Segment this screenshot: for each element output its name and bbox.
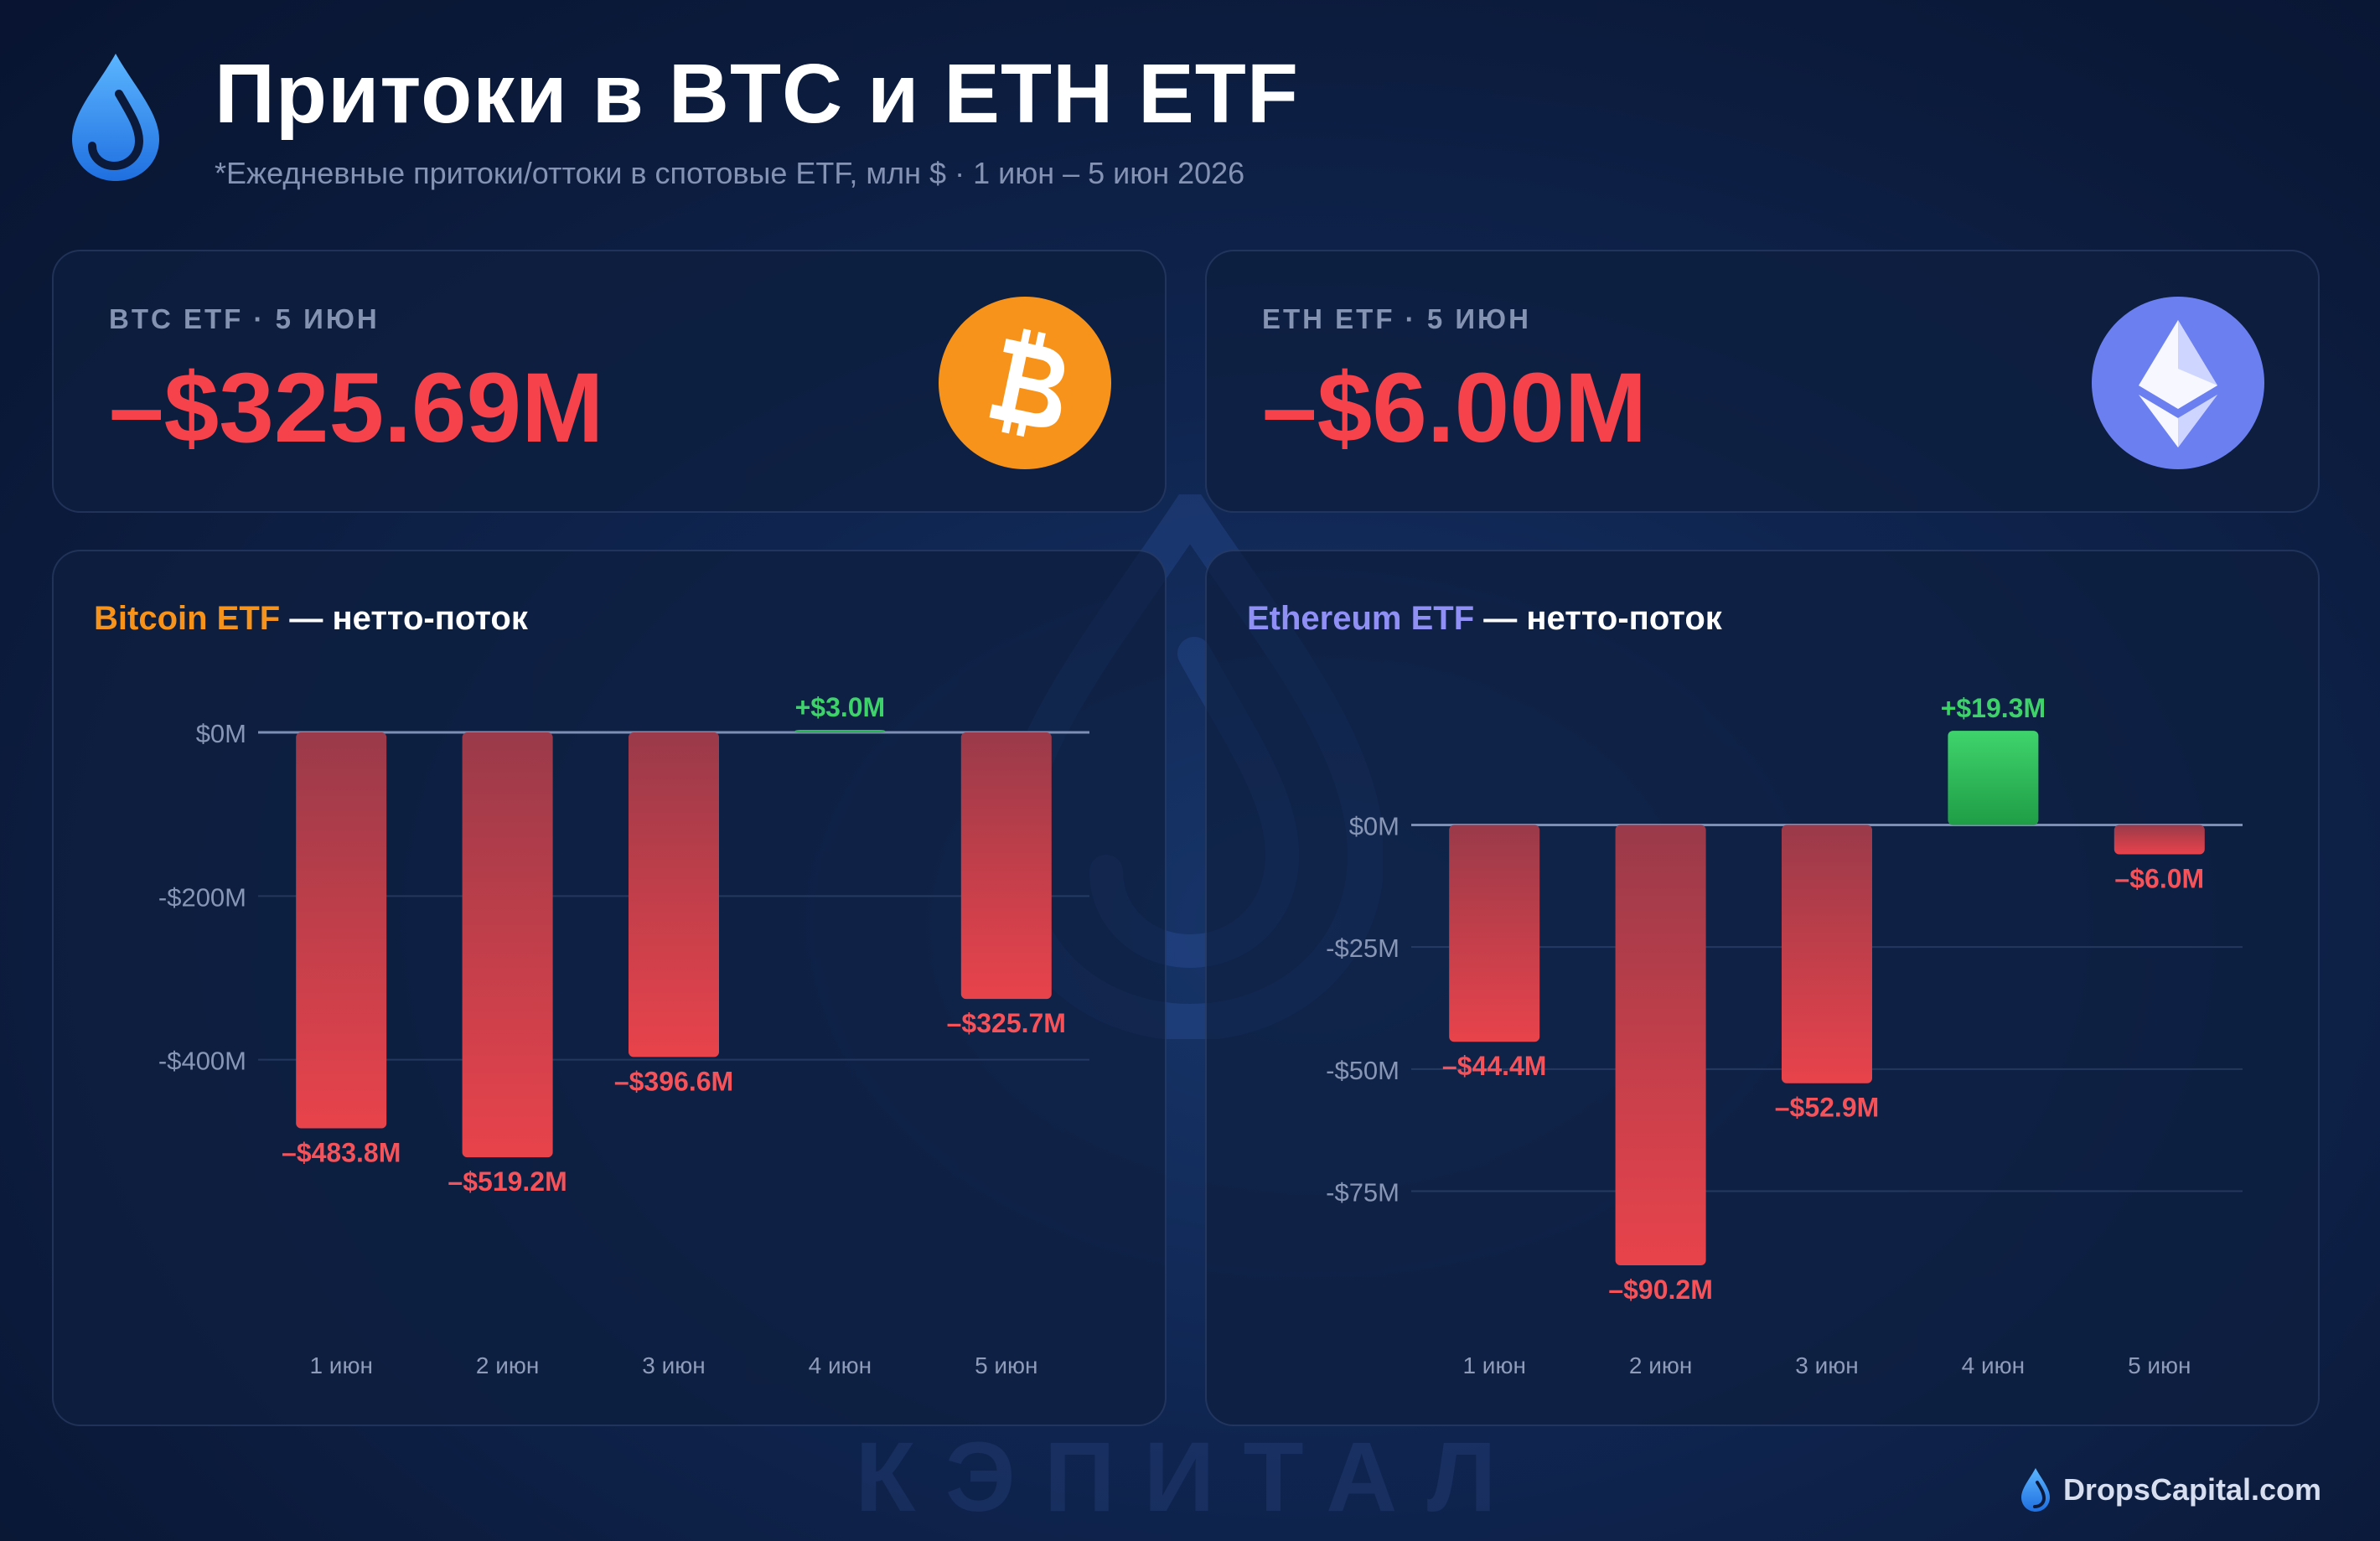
btc-chart-title-accent: Bitcoin ETF (94, 600, 281, 637)
eth-category-label: 1 июн (1462, 1352, 1525, 1378)
btc-value-label: –$483.8M (282, 1138, 401, 1168)
btc-ytick-label: -$200M (158, 882, 246, 912)
eth-category-label: 5 июн (2128, 1352, 2191, 1378)
eth-ytick-label: -$50M (1326, 1056, 1400, 1085)
eth-value-label: –$44.4M (1442, 1051, 1547, 1081)
eth-category-label: 2 июн (1629, 1352, 1692, 1378)
eth-ytick-label: $0M (1349, 812, 1400, 841)
btc-category-label: 4 июн (809, 1352, 872, 1378)
eth-ytick-label: -$25M (1326, 933, 1400, 963)
btc-value-label: –$519.2M (448, 1166, 567, 1197)
btc-stat-value: –$325.69M (109, 353, 604, 463)
footer-brand-text: DropsCapital.com (2062, 1472, 2321, 1507)
eth-chart-card: Ethereum ETF — нетто-поток $0M -$25M -$50M… (1205, 550, 2320, 1426)
btc-chart-title: Bitcoin ETF — нетто-поток (94, 600, 528, 638)
btc-bar (794, 730, 886, 733)
eth-bar (1948, 731, 2039, 825)
eth-chart-title: Ethereum ETF — нетто-поток (1247, 600, 1722, 638)
ethereum-icon (2092, 297, 2264, 469)
eth-bar (2114, 825, 2205, 855)
eth-value-label: –$6.0M (2114, 863, 2204, 893)
btc-stat-card: BTC ETF · 5 ИЮН –$325.69M (52, 250, 1167, 513)
eth-chart-title-rest: — нетто-поток (1474, 600, 1722, 637)
eth-value-label: –$52.9M (1775, 1093, 1880, 1123)
eth-value-label: –$90.2M (1608, 1275, 1713, 1305)
eth-category-label: 3 июн (1795, 1352, 1858, 1378)
footer-brand[interactable]: DropsCapital.com (2020, 1466, 2321, 1513)
btc-chart-title-rest: — нетто-поток (280, 600, 528, 637)
btc-ytick-label: $0M (196, 719, 246, 748)
btc-value-label: –$325.7M (947, 1008, 1066, 1038)
btc-chart-card: Bitcoin ETF — нетто-поток $0M -$200M -$400… (52, 550, 1167, 1426)
eth-stat-label: ETH ETF · 5 ИЮН (1262, 303, 1531, 334)
watermark-text: КЭПИТАЛ (855, 1422, 1525, 1533)
btc-bar (960, 732, 1052, 1000)
btc-category-label: 1 июн (309, 1352, 372, 1378)
page-title: Притоки в BTC и ETH ETF (215, 47, 1299, 141)
eth-stat-card: ETH ETF · 5 ИЮН –$6.00M (1205, 250, 2320, 513)
btc-ytick-label: -$400M (158, 1047, 246, 1076)
btc-stat-label: BTC ETF · 5 ИЮН (109, 303, 380, 334)
btc-bar (296, 732, 387, 1129)
bitcoin-icon (939, 297, 1111, 469)
eth-ytick-label: -$75M (1326, 1177, 1400, 1207)
eth-bar (1615, 825, 1706, 1266)
eth-stat-value: –$6.00M (1262, 353, 1648, 463)
btc-bar (462, 732, 553, 1158)
eth-bar (1449, 825, 1540, 1042)
drop-small-icon (2020, 1468, 2050, 1512)
eth-chart-title-accent: Ethereum ETF (1247, 600, 1475, 637)
btc-bar-chart: $0M -$200M -$400M –$483.8M 1 июн –$519.2M 2 ию… (158, 692, 1089, 1378)
btc-value-label: +$3.0M (795, 692, 886, 722)
btc-value-label: –$396.6M (614, 1066, 733, 1096)
eth-bar (1782, 825, 1872, 1083)
btc-bar (629, 732, 719, 1057)
eth-bar-chart: $0M -$25M -$50M -$75M –$44.4M 1 июн –$90.2M 2 и… (1326, 693, 2243, 1378)
eth-value-label: +$19.3M (1941, 693, 2046, 723)
eth-category-label: 4 июн (1962, 1352, 2025, 1378)
btc-category-label: 3 июн (642, 1352, 705, 1378)
btc-category-label: 5 июн (975, 1352, 1037, 1378)
btc-category-label: 2 июн (476, 1352, 539, 1378)
page-subtitle: *Ежедневные притоки/оттоки в спотовые ET… (215, 156, 1245, 190)
drop-logo-icon (72, 54, 159, 181)
